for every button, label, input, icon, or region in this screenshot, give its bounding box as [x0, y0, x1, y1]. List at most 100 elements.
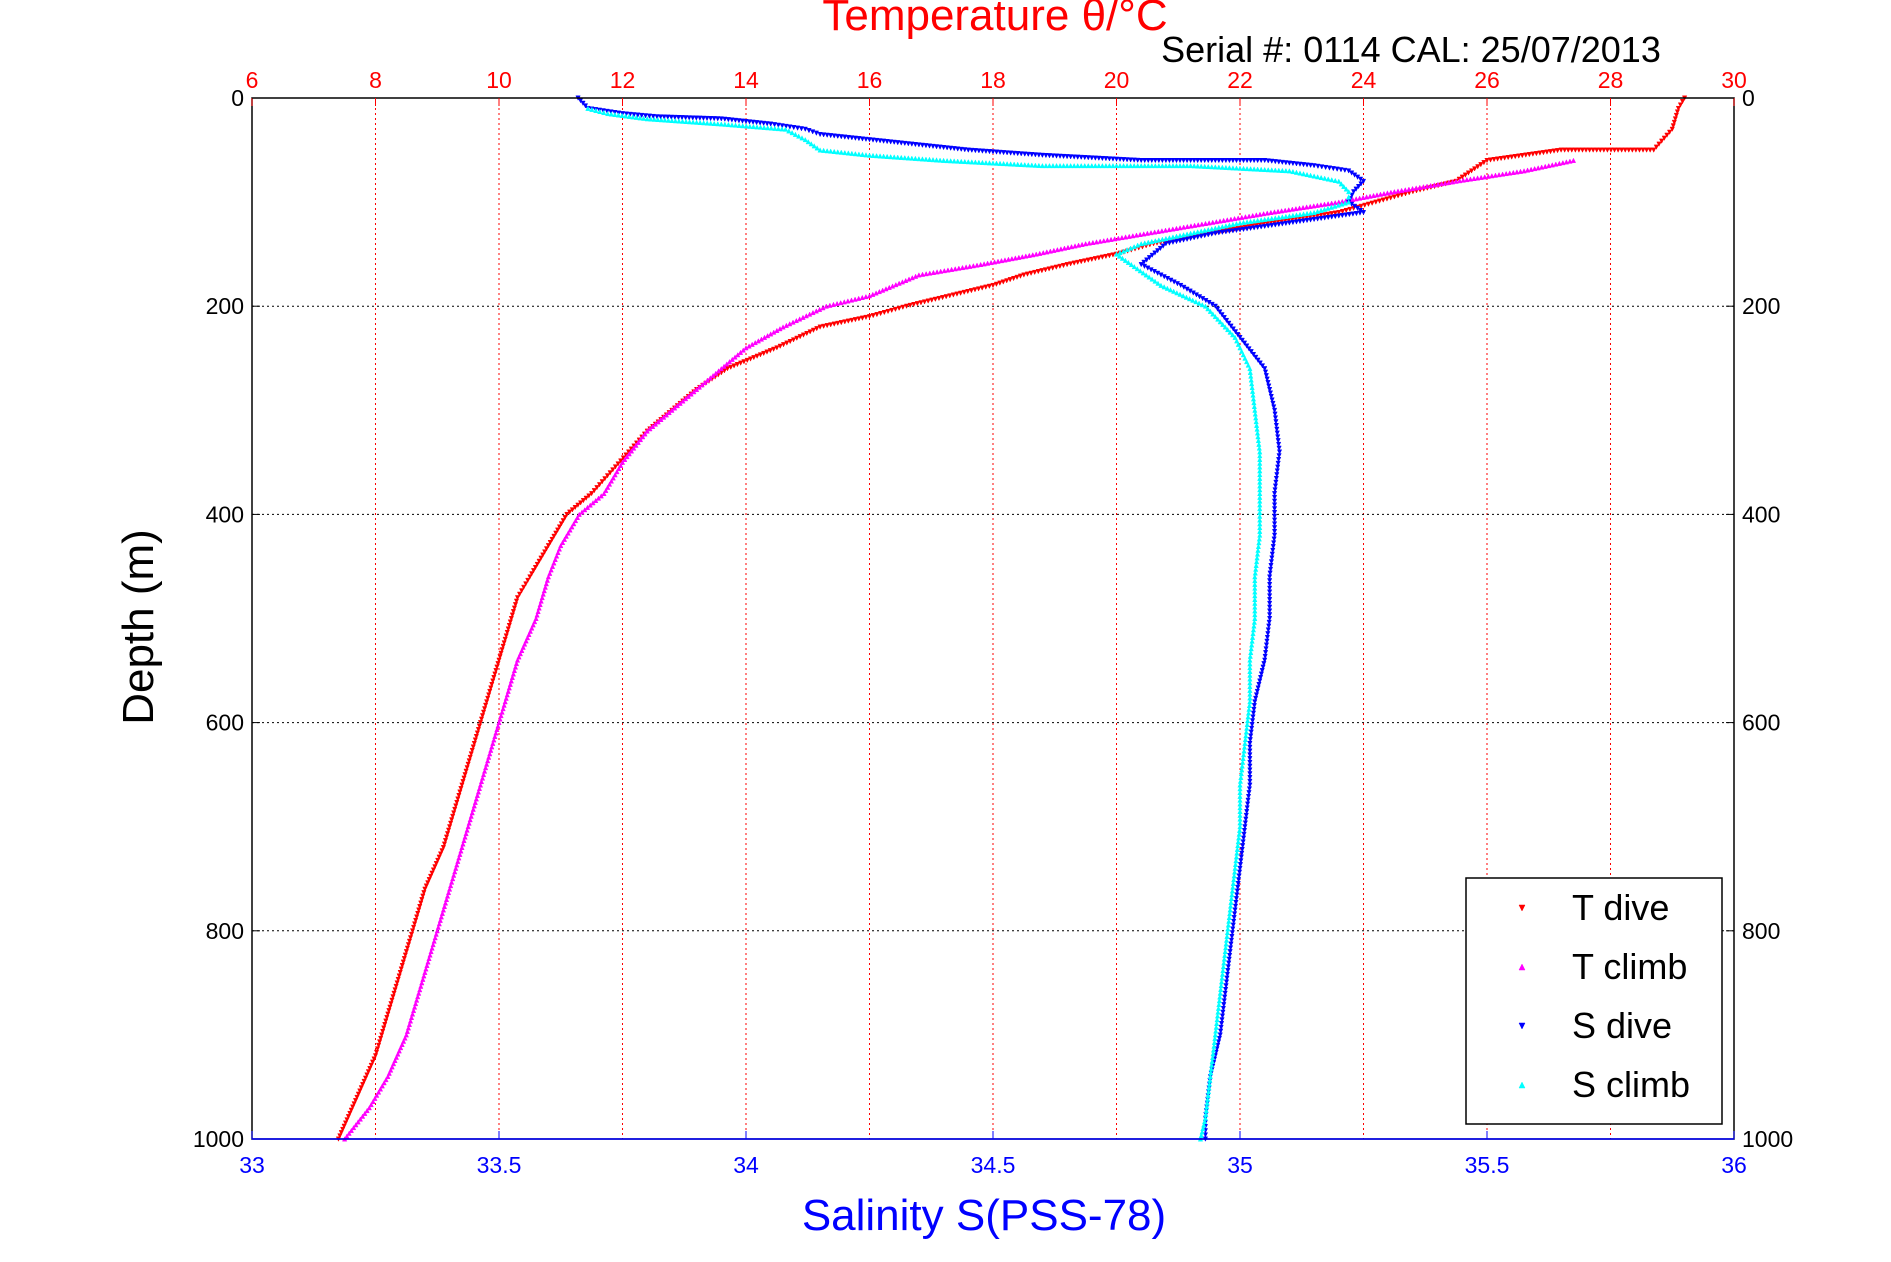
depth-tick-label-right: 600: [1742, 710, 1780, 736]
data-point: [983, 148, 989, 155]
data-point: [1265, 380, 1271, 386]
data-point: [715, 121, 721, 127]
data-point: [1173, 239, 1180, 245]
data-point: [849, 150, 855, 156]
data-point: [1149, 158, 1155, 164]
data-point: [593, 497, 599, 503]
data-point: [1271, 536, 1277, 542]
data-point: [1402, 187, 1408, 193]
depth-tick-label-right: 200: [1742, 293, 1780, 319]
data-point: [1272, 487, 1278, 493]
data-point: [1230, 228, 1236, 234]
data-point: [1247, 763, 1253, 769]
data-point: [856, 295, 862, 301]
data-point: [1431, 182, 1437, 188]
data-point: [1374, 192, 1380, 198]
data-point: [1193, 298, 1199, 305]
data-point: [1187, 236, 1194, 242]
data-point: [810, 309, 816, 316]
data-point: [608, 109, 614, 115]
data-point: [1297, 218, 1303, 225]
data-point: [1406, 186, 1412, 192]
data-point: [1246, 213, 1252, 219]
data-point: [1234, 892, 1240, 898]
data-point: [1096, 155, 1102, 161]
data-point: [1184, 231, 1190, 237]
data-point: [1227, 329, 1233, 335]
data-point: [503, 633, 509, 639]
data-point: [477, 720, 484, 726]
data-point: [1343, 207, 1349, 214]
data-point: [1264, 638, 1270, 644]
data-point: [1166, 158, 1173, 164]
data-point: [1244, 226, 1250, 232]
data-point: [455, 796, 461, 802]
data-point: [1039, 162, 1046, 169]
data-point: [1207, 308, 1213, 314]
data-point: [1240, 165, 1247, 171]
data-point: [979, 148, 986, 154]
data-point: [845, 298, 851, 304]
legend-marker: [1518, 1022, 1526, 1030]
data-point: [448, 820, 454, 826]
data-point: [1351, 189, 1357, 195]
data-point: [1228, 323, 1234, 329]
data-point: [549, 536, 555, 543]
data-point: [1237, 334, 1243, 341]
data-point: [707, 375, 713, 381]
data-point: [958, 158, 964, 164]
data-point: [427, 873, 434, 880]
data-point: [558, 521, 564, 527]
data-point: [746, 119, 753, 125]
data-point: [1110, 156, 1116, 162]
data-point: [1449, 179, 1456, 185]
data-point: [1245, 801, 1251, 807]
data-point: [1259, 363, 1266, 369]
data-point: [1304, 204, 1310, 210]
data-point: [425, 880, 431, 886]
data-point: [377, 1086, 384, 1092]
data-point: [1679, 99, 1686, 105]
data-point: [582, 507, 588, 513]
data-point: [371, 1056, 377, 1062]
data-point: [1145, 239, 1151, 245]
data-point: [1008, 161, 1014, 167]
data-point: [1180, 162, 1187, 169]
data-point: [1259, 668, 1265, 674]
data-point: [1377, 191, 1384, 197]
data-point: [1276, 449, 1283, 455]
data-point: [648, 116, 654, 122]
data-point: [1241, 828, 1248, 834]
data-point: [1135, 157, 1141, 164]
data-point: [1131, 157, 1137, 163]
data-point: [761, 334, 768, 340]
data-point: [357, 1088, 363, 1094]
data-point: [1218, 1028, 1224, 1034]
data-point: [1438, 180, 1445, 187]
data-point: [360, 1082, 366, 1088]
data-point: [1117, 156, 1123, 163]
data-point: [1237, 165, 1243, 171]
data-point: [1257, 211, 1263, 217]
data-point: [1221, 1002, 1227, 1008]
data-point: [513, 598, 520, 604]
salinity-tick-label: 36: [1721, 1152, 1747, 1178]
data-point: [1166, 235, 1173, 241]
data-point: [863, 152, 869, 158]
data-point: [909, 155, 915, 161]
data-point: [1198, 228, 1204, 234]
data-point: [1254, 688, 1260, 695]
data-point: [337, 1133, 343, 1139]
data-point: [1314, 202, 1320, 208]
data-point: [1096, 255, 1102, 261]
data-point: [624, 453, 630, 460]
data-point: [1086, 240, 1092, 246]
data-point: [437, 851, 444, 857]
data-point: [1239, 850, 1245, 856]
data-point: [1329, 211, 1335, 217]
data-point: [1530, 151, 1536, 157]
data-point: [554, 553, 560, 559]
data-point: [1032, 152, 1038, 158]
data-point: [898, 140, 904, 146]
data-point: [1360, 178, 1367, 185]
